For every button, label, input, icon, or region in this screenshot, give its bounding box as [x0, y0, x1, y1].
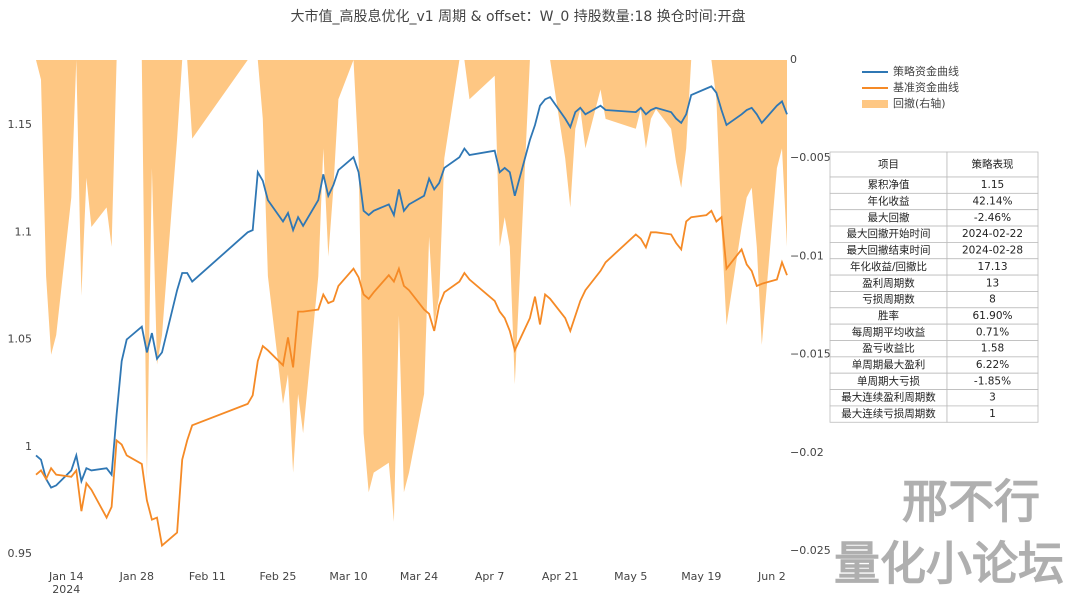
chart-title: 大市值_高股息优化_v1 周期 & offset：W_0 持股数量:18 换仓时… [291, 8, 746, 25]
table-text: 42.14% [972, 196, 1012, 208]
table-text: 亏损周期数 [862, 293, 915, 306]
x-tick-label: Jan 14 [48, 570, 83, 583]
table-cell [946, 405, 1039, 423]
table-text: 最大回撤 [868, 211, 910, 224]
table-text: 盈亏收益比 [862, 342, 915, 355]
table-text: 3 [989, 392, 996, 404]
legend-swatch [862, 100, 888, 108]
table-text: 最大回撤开始时间 [847, 227, 931, 240]
table-text: 年化收益 [868, 195, 910, 208]
table-text: 累积净值 [868, 178, 910, 191]
table-text: -1.85% [974, 375, 1011, 387]
table-text: 0.71% [976, 326, 1009, 338]
table-text: 17.13 [977, 261, 1007, 273]
table-text: 最大回撤结束时间 [847, 244, 931, 257]
table-text: 6.22% [976, 359, 1009, 371]
table-text: 13 [986, 277, 999, 289]
legend-label: 回撤(右轴) [893, 96, 946, 110]
x-tick-label: Feb 11 [189, 570, 226, 583]
series-line [35, 209, 788, 548]
table-text: 单周期最大盈利 [852, 358, 926, 371]
x-tick-label: Jan 28 [119, 570, 154, 583]
x-tick-label: Mar 10 [329, 570, 367, 583]
table-cell [829, 151, 948, 178]
table-text: 最大连续盈利周期数 [841, 391, 936, 404]
series-line [35, 85, 788, 489]
x-tick-label: Feb 25 [259, 570, 296, 583]
table-text: 61.90% [972, 310, 1012, 322]
table-text: 1.15 [981, 179, 1004, 191]
y2-tick-label: −0.01 [790, 249, 824, 262]
table-text: 年化收益/回撤比 [850, 260, 927, 273]
y2-tick-label: −0.02 [790, 446, 824, 459]
x-tick-label: May 5 [614, 570, 647, 583]
table-text: 策略表现 [972, 158, 1014, 171]
y-tick-label: 0.95 [8, 547, 33, 560]
legend-label: 策略资金曲线 [893, 64, 959, 78]
table-text: 1 [989, 408, 996, 420]
table-text: 最大连续亏损周期数 [841, 407, 936, 420]
y-tick-label: 1.05 [8, 333, 33, 346]
table-text: -2.46% [974, 212, 1011, 224]
y2-tick-label: −0.005 [790, 151, 831, 164]
x-tick-label: Mar 24 [400, 570, 438, 583]
y-tick-label: 1.1 [15, 225, 33, 238]
x-year-label: 2024 [52, 583, 80, 596]
watermark: 邢不行 [902, 475, 1040, 529]
y-tick-label: 1 [25, 440, 32, 453]
table-text: 2024-02-22 [962, 228, 1023, 240]
y2-tick-label: 0 [790, 53, 797, 66]
x-tick-label: Apr 7 [475, 570, 505, 583]
table-text: 8 [989, 294, 996, 306]
x-tick-label: Apr 21 [542, 570, 579, 583]
table-text: 盈利周期数 [862, 276, 915, 289]
watermark: 量化小论坛 [834, 537, 1064, 591]
table-text: 每周期平均收益 [852, 325, 926, 338]
table-text: 胜率 [878, 309, 899, 322]
x-tick-label: May 19 [681, 570, 721, 583]
y2-tick-label: −0.015 [790, 348, 831, 361]
table-text: 项目 [878, 159, 899, 171]
table-text: 2024-02-28 [962, 245, 1023, 257]
y2-tick-label: −0.025 [790, 544, 831, 557]
legend-label: 基准资金曲线 [893, 80, 959, 94]
drawdown-area [36, 60, 787, 522]
x-tick-label: Jun 2 [757, 570, 786, 583]
y-tick-label: 1.15 [8, 118, 33, 131]
table-text: 单周期大亏损 [857, 374, 920, 387]
table-text: 1.58 [981, 343, 1004, 355]
